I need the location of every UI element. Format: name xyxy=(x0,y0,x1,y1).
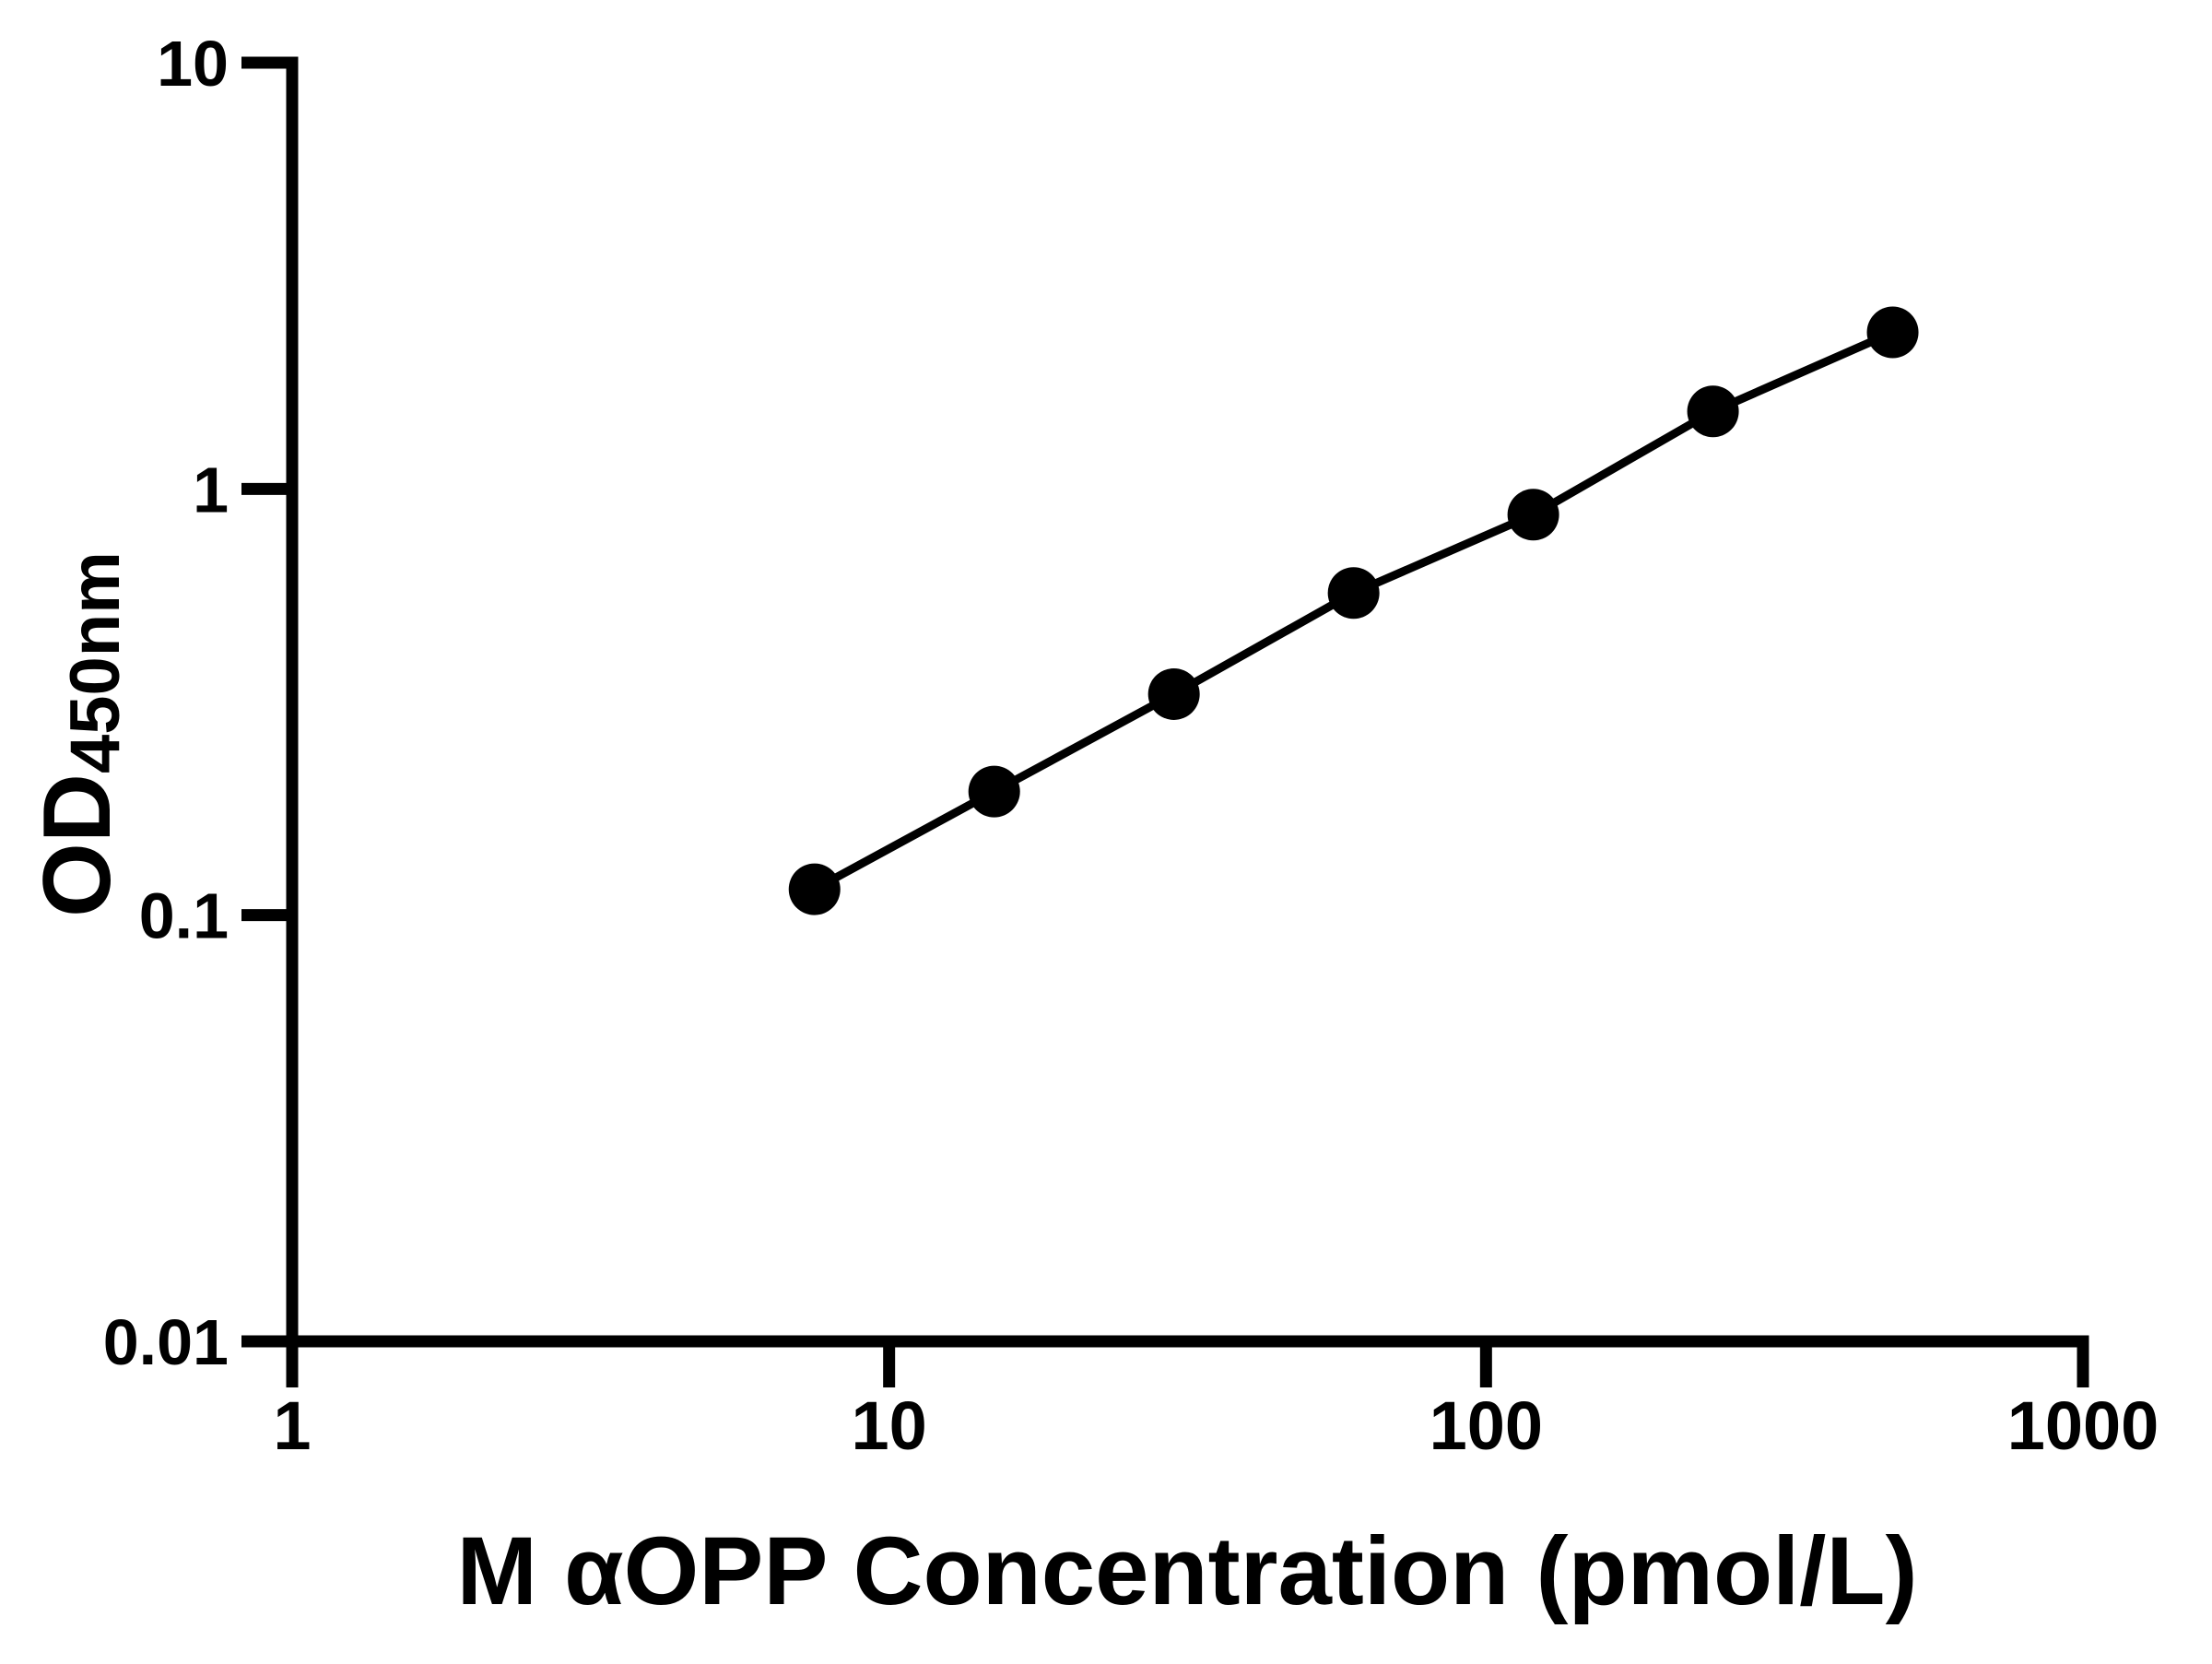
x-tick-label: 1000 xyxy=(2007,1387,2159,1464)
x-tick-label: 10 xyxy=(852,1387,927,1464)
y-tick-label: 0.01 xyxy=(103,1306,229,1378)
y-tick-label: 0.1 xyxy=(139,880,229,952)
y-axis-title: OD450nm xyxy=(24,551,135,917)
data-point xyxy=(1687,385,1739,438)
data-point xyxy=(1327,567,1380,620)
y-tick-label: 1 xyxy=(193,454,229,525)
plot-area: 10 1 0.1 0.01 1 10 100 1000 xyxy=(103,28,2159,1464)
x-tick-label: 1 xyxy=(273,1387,311,1464)
data-point xyxy=(1866,306,1919,359)
x-axis-title: M αOPP Concentration (pmol/L) xyxy=(456,1517,1917,1625)
data-point xyxy=(968,765,1020,818)
y-axis-title-sub: 450nm xyxy=(56,551,135,773)
data-point xyxy=(1507,489,1559,541)
y-tick-label: 10 xyxy=(157,28,229,100)
data-point xyxy=(1147,667,1200,720)
data-point xyxy=(788,863,841,915)
y-axis-title-main: OD xyxy=(24,773,131,917)
x-tick-label: 100 xyxy=(1430,1387,1543,1464)
